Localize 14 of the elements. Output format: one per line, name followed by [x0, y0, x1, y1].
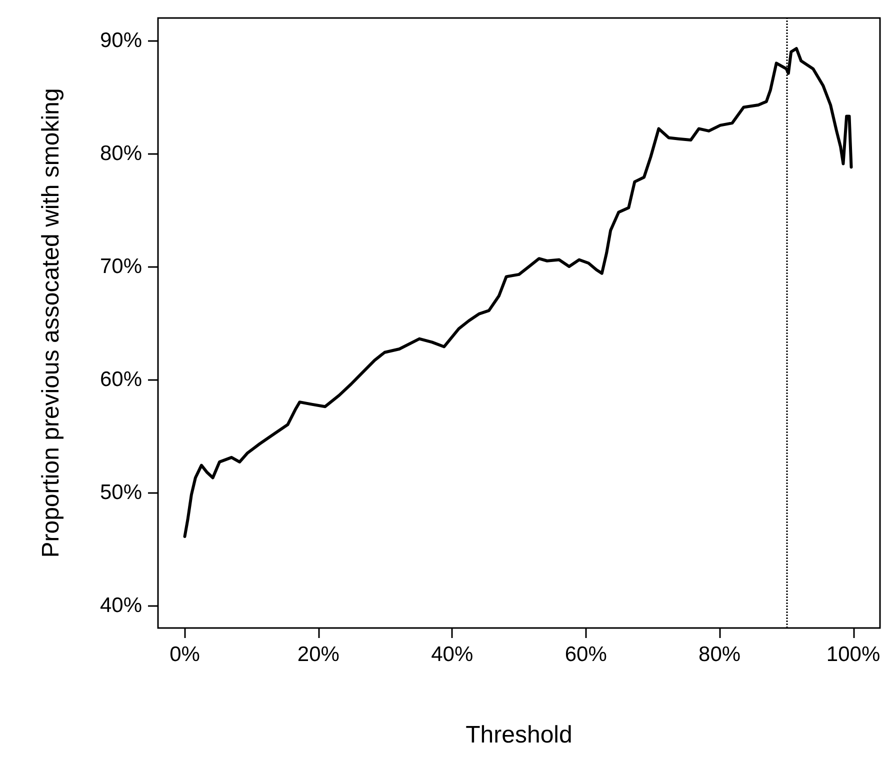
x-tick-label: 60%: [564, 643, 607, 666]
x-tick-label: 20%: [297, 643, 340, 666]
x-tick-label: 80%: [698, 643, 741, 666]
y-tick-label: 90%: [100, 29, 142, 52]
x-tick-label: 40%: [431, 643, 474, 666]
x-axis-title: Threshold: [466, 722, 572, 748]
y-tick-label: 40%: [100, 594, 142, 617]
y-axis-title: Proportion previous assocated with smoking: [38, 88, 64, 558]
y-tick-label: 80%: [100, 142, 142, 166]
x-tick-label: 0%: [170, 643, 200, 666]
y-tick-label: 70%: [100, 255, 142, 278]
y-tick-label: 50%: [100, 480, 142, 504]
y-tick-label: 60%: [100, 368, 142, 391]
x-tick-label: 100%: [826, 643, 880, 666]
